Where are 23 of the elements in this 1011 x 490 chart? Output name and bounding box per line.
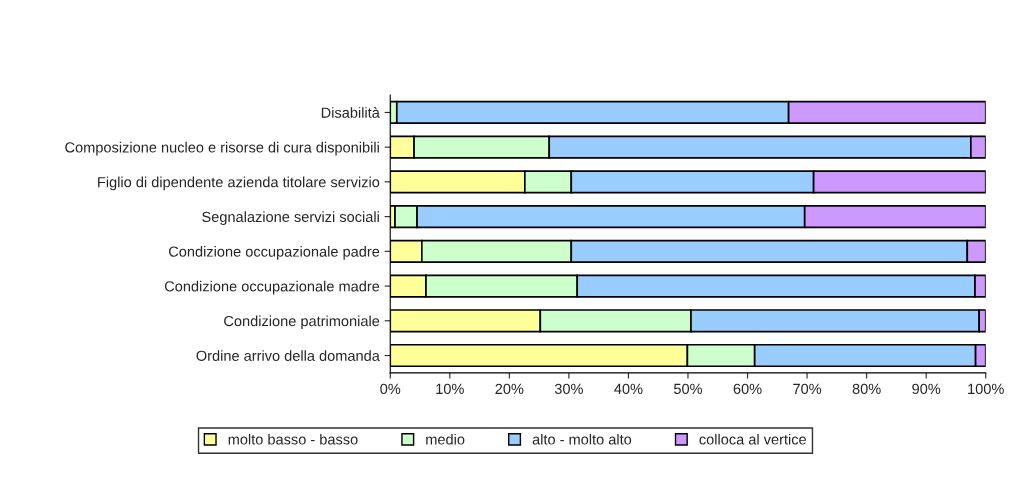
x-tick-label: 90% <box>912 383 941 395</box>
legend-label: colloca al vertice <box>699 433 806 445</box>
y-tick-label: Figlio di dipendente azienda titolare servizio <box>98 176 380 191</box>
y-tick-label: Segnalazione servizi sociali <box>202 211 379 225</box>
x-tick-label: 50% <box>673 383 703 395</box>
x-tick-label: 30% <box>554 383 583 395</box>
y-tick-label: Composizione nucleo e risorse di cura disponibili <box>65 141 379 156</box>
x-tick-label: 100% <box>968 383 1004 395</box>
x-tick-label: 70% <box>793 383 822 395</box>
legend-label: medio <box>426 433 465 445</box>
y-tick-label: Disabilità <box>321 106 380 118</box>
y-tick-label: Condizione patrimoniale <box>224 315 380 330</box>
legend-label: alto - molto alto <box>532 433 632 445</box>
y-tick-label: Condizione occupazionale madre <box>164 280 380 295</box>
x-tick-label: 80% <box>852 383 881 395</box>
x-tick-label: 10% <box>436 383 464 395</box>
x-tick-label: 40% <box>614 383 643 395</box>
x-tick-label: 20% <box>495 383 524 395</box>
y-tick-label: Condizione occupazionale padre <box>168 246 380 260</box>
x-tick-label: 60% <box>733 383 762 395</box>
x-tick-label: 0% <box>380 383 401 395</box>
y-tick-label: Ordine arrivo della domanda <box>196 350 380 361</box>
legend-label: molto basso - basso <box>228 433 358 445</box>
